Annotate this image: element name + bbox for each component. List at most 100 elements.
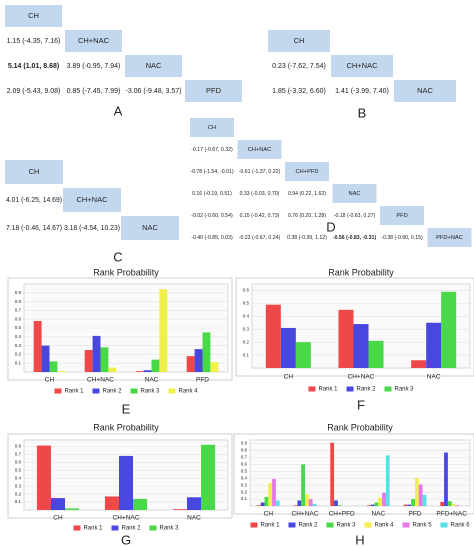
x-tick-label: CH+NAC <box>113 515 140 522</box>
legend-label: Rank 4 <box>375 523 395 529</box>
y-tick-label: 0.6 <box>241 462 248 467</box>
panel-label: E <box>122 401 131 416</box>
bar <box>201 444 216 510</box>
bar <box>374 502 379 506</box>
y-tick-label: 0.1 <box>15 499 22 504</box>
bar <box>151 359 160 372</box>
x-tick-label: CH+NAC <box>87 377 114 384</box>
comparison-cell: -0.40 (-0.85, 0.03) <box>191 235 233 241</box>
y-tick-label: 0.3 <box>15 343 22 348</box>
bar <box>385 455 390 506</box>
bar <box>159 289 168 372</box>
bar <box>65 508 80 510</box>
header-label: CH <box>28 11 39 20</box>
header-cell <box>65 30 122 52</box>
x-tick-label: CH <box>264 511 274 518</box>
bar <box>57 371 66 372</box>
y-tick-label: 0.3 <box>15 483 22 488</box>
bar <box>108 367 117 372</box>
bar <box>370 504 375 506</box>
header-label: CH+NAC <box>76 195 108 204</box>
panel-label: A <box>114 103 123 118</box>
y-tick-label: 0.5 <box>15 467 22 472</box>
comparison-cell: -0.23 (-0.67, 0.24) <box>239 235 281 241</box>
y-tick-label: 0.2 <box>15 352 22 357</box>
x-tick-label: CH+NAC <box>292 511 319 518</box>
header-label: CH <box>294 36 305 45</box>
bar <box>49 361 58 372</box>
bar <box>104 496 119 510</box>
comparison-cell: 0.33 (-0.03, 0.70) <box>240 191 280 197</box>
y-tick-label: 0.5 <box>241 468 248 473</box>
legend-swatch <box>130 388 138 394</box>
bar <box>415 478 419 506</box>
header-cell <box>125 55 182 77</box>
legend-swatch <box>346 386 354 392</box>
legend-swatch <box>326 522 334 528</box>
comparison-cell: -0.61 (-1.37, 0.22) <box>239 169 281 175</box>
bar <box>36 445 51 510</box>
legend-label: Rank 1 <box>260 523 280 529</box>
x-tick-label: NAC <box>427 374 441 381</box>
legend-swatch <box>92 388 100 394</box>
panel-label: H <box>355 532 364 546</box>
legend-swatch <box>364 522 372 528</box>
bar <box>441 291 457 368</box>
header-cell <box>237 140 282 159</box>
bar <box>330 442 335 506</box>
panel-label: F <box>357 397 365 412</box>
legend-label: Rank 5 <box>413 523 433 529</box>
bar <box>84 350 93 372</box>
comparison-cell: 0.94 (0.22, 1.62) <box>288 191 326 197</box>
bar <box>33 320 42 372</box>
header-cell <box>185 80 242 102</box>
y-tick-label: 0.4 <box>241 475 248 480</box>
bar <box>338 309 354 368</box>
header-cell <box>121 216 179 240</box>
bar <box>280 327 296 368</box>
y-tick-label: 0.6 <box>243 288 250 293</box>
comparison-cell: -3.06 (-9.48, 3.57) <box>125 88 181 95</box>
bar <box>447 501 452 506</box>
bar <box>305 494 309 506</box>
legend-swatch <box>149 525 157 531</box>
comparison-cell: 1.15 (-4.35, 7.16) <box>7 38 61 45</box>
bar <box>133 498 148 510</box>
y-tick-label: 0.5 <box>15 325 22 330</box>
comparison-cell: -0.38 (-0.90, 0.15) <box>381 235 423 241</box>
bar <box>366 505 371 506</box>
bar <box>194 349 203 372</box>
bar <box>407 504 412 506</box>
comparison-cell: 1.85 (-3.32, 6.60) <box>272 88 326 95</box>
bar <box>172 509 187 510</box>
legend-label: Rank 2 <box>121 526 141 532</box>
x-tick-label: NAC <box>145 377 159 384</box>
y-tick-label: 0.2 <box>241 489 248 494</box>
header-label: NAC <box>146 61 162 70</box>
legend-swatch <box>250 522 258 528</box>
legend-label: Rank 6 <box>451 523 471 529</box>
bar <box>444 452 448 506</box>
panel-label: D <box>326 219 335 234</box>
bar <box>202 332 211 372</box>
legend-label: Rank 3 <box>336 523 356 529</box>
y-tick-label: 0.8 <box>15 444 22 449</box>
header-label: PFD <box>206 86 222 95</box>
comparison-cell: 0.15 (-0.42, 0.73) <box>240 213 280 219</box>
comparison-cell: 2.09 (-5.43, 9.08) <box>7 88 61 95</box>
legend-label: Rank 4 <box>179 389 199 395</box>
bar <box>382 492 386 506</box>
header-cell <box>5 5 62 27</box>
y-tick-label: 0.7 <box>15 308 22 313</box>
bar <box>451 503 456 506</box>
bar <box>308 499 313 506</box>
comparison-cell: 4.01 (-6.25, 14.69) <box>6 197 62 204</box>
bar <box>186 497 202 510</box>
legend-label: Rank 2 <box>298 523 318 529</box>
plot-area <box>249 439 471 507</box>
comparison-cell: -0.78 (-1.54, -0.01) <box>190 169 234 175</box>
comparison-cell: 7.18 (-0.46, 14.67) <box>6 225 62 232</box>
comparison-cell: 1.41 (-3.99, 7.40) <box>335 88 389 95</box>
comparison-cell: 0.16 (-0.19, 0.51) <box>192 191 232 197</box>
y-tick-label: 0.1 <box>241 496 248 501</box>
